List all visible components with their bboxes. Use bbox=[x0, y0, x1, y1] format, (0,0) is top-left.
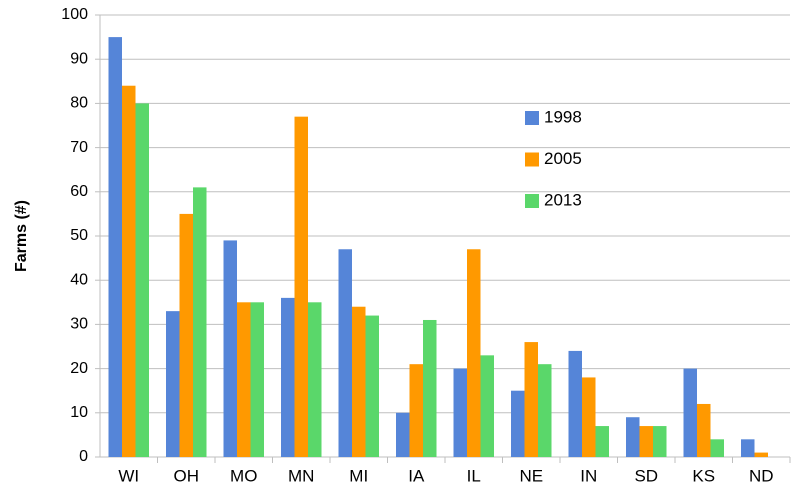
x-tick-label: SD bbox=[634, 466, 658, 485]
x-tick-label: NE bbox=[519, 466, 543, 485]
x-tick-label: ND bbox=[749, 466, 774, 485]
x-tick-label: KS bbox=[692, 466, 715, 485]
bar bbox=[697, 403, 711, 457]
bar bbox=[396, 412, 410, 457]
bar bbox=[237, 302, 251, 457]
bar bbox=[122, 85, 136, 457]
x-tick-label: IA bbox=[408, 466, 425, 485]
bar bbox=[423, 319, 437, 457]
legend-label: 1998 bbox=[544, 107, 582, 126]
y-tick-label: 70 bbox=[70, 139, 88, 156]
legend-swatch bbox=[525, 111, 539, 125]
bar bbox=[294, 116, 308, 457]
bar bbox=[568, 350, 582, 457]
bar bbox=[193, 187, 207, 457]
y-axis-label: Farms (#) bbox=[13, 200, 30, 272]
y-tick-label: 60 bbox=[70, 183, 88, 200]
bar bbox=[352, 306, 366, 457]
bar bbox=[639, 426, 653, 457]
bar bbox=[653, 426, 667, 457]
bar bbox=[582, 377, 596, 457]
legend-swatch bbox=[525, 194, 539, 208]
bar bbox=[511, 390, 525, 457]
y-tick-label: 0 bbox=[79, 448, 88, 465]
y-tick-label: 10 bbox=[70, 404, 88, 421]
legend-swatch bbox=[525, 152, 539, 167]
x-tick-label: MO bbox=[230, 466, 257, 485]
bar bbox=[365, 315, 379, 457]
x-tick-label: IL bbox=[467, 466, 481, 485]
bar bbox=[223, 240, 237, 457]
x-tick-label: WI bbox=[118, 466, 139, 485]
legend-label: 2005 bbox=[544, 149, 582, 168]
x-tick-label: IN bbox=[580, 466, 597, 485]
x-tick-label: MI bbox=[349, 466, 368, 485]
bar bbox=[626, 417, 640, 457]
y-tick-label: 30 bbox=[70, 316, 88, 333]
bar bbox=[754, 452, 768, 457]
bar bbox=[338, 249, 352, 457]
bar bbox=[524, 342, 538, 457]
bar bbox=[683, 368, 697, 457]
y-tick-label: 40 bbox=[70, 271, 88, 288]
y-tick-label: 20 bbox=[70, 360, 88, 377]
bar bbox=[453, 368, 467, 457]
bar bbox=[480, 355, 494, 457]
bar bbox=[166, 311, 180, 457]
y-tick-label: 90 bbox=[70, 50, 88, 67]
bar bbox=[135, 103, 149, 458]
bar bbox=[595, 426, 609, 457]
y-tick-label: 80 bbox=[70, 95, 88, 112]
bar bbox=[467, 249, 481, 457]
y-tick-label: 50 bbox=[70, 227, 88, 244]
x-tick-label: OH bbox=[174, 466, 200, 485]
x-tick-label: MN bbox=[288, 466, 314, 485]
bar bbox=[409, 364, 423, 457]
bar bbox=[308, 302, 322, 457]
bar bbox=[281, 297, 295, 457]
bar bbox=[538, 364, 552, 457]
bar bbox=[108, 37, 122, 457]
bar bbox=[741, 439, 755, 457]
bar bbox=[179, 213, 193, 457]
bar bbox=[710, 439, 724, 457]
y-tick-label: 100 bbox=[61, 6, 88, 23]
legend-label: 2013 bbox=[544, 190, 582, 209]
bar bbox=[250, 302, 264, 457]
